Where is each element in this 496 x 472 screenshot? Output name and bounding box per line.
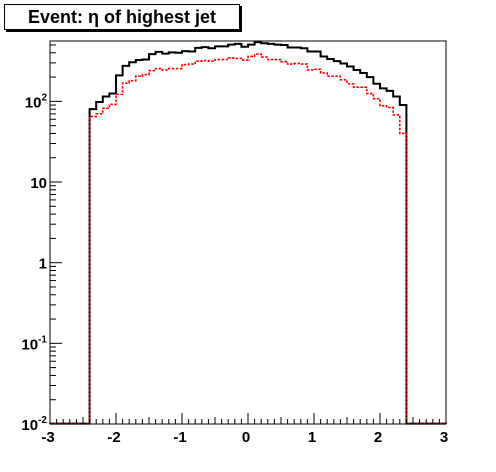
y-tick-label: 10 — [30, 175, 47, 192]
axis-tick-layer — [49, 44, 447, 425]
x-tick-label: 3 — [440, 429, 448, 446]
y-tick-label: 1 — [39, 256, 47, 273]
y-tick-label: 10-2 — [21, 415, 47, 434]
x-tick-label: 1 — [308, 429, 316, 446]
x-tick-label: 2 — [374, 429, 382, 446]
histogram-series-1 — [49, 41, 447, 425]
x-tick-label: -1 — [173, 429, 186, 446]
x-tick-label: -3 — [41, 429, 54, 446]
histogram-series-2 — [49, 53, 447, 425]
x-tick-label: 0 — [242, 429, 250, 446]
y-tick-label: 102 — [25, 92, 48, 111]
plot-frame — [49, 40, 447, 425]
x-tick-label: -2 — [107, 429, 120, 446]
histogram-series-layer — [49, 41, 447, 425]
y-tick-label: 10-1 — [21, 334, 47, 353]
axis-label-layer: -3 -2 -1 0 1 2 3 10-2 10-1 1 10 102 — [21, 92, 448, 446]
title-box: Event: η of highest jet — [4, 4, 240, 30]
chart-title: Event: η of highest jet — [27, 7, 216, 27]
